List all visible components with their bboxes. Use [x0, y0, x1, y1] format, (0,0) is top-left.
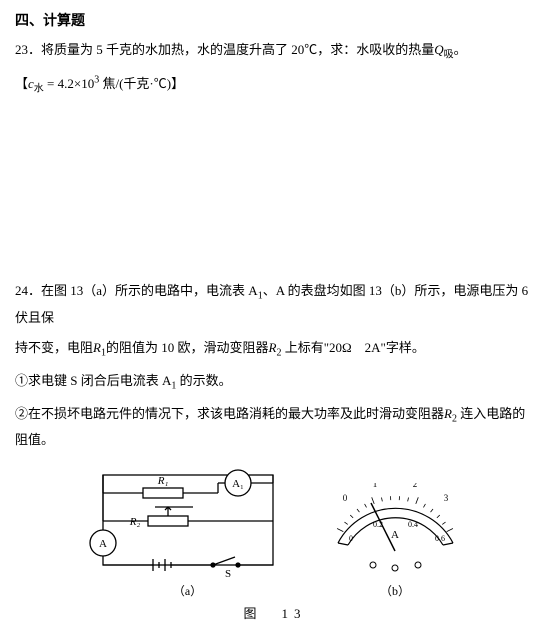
scale-bot-0: 0	[349, 534, 353, 543]
formula-line: 【c水 = 4.2×103 焦/(千克·℃)】	[15, 73, 535, 95]
figure-a-container: A₁ A R₁ R₂ S （a）	[83, 463, 293, 599]
figure-a-label: （a）	[83, 582, 293, 599]
circuit-diagram: A₁ A R₁ R₂ S	[83, 463, 293, 578]
formula-eq: = 4.2×10	[44, 76, 94, 91]
period: 。	[454, 42, 467, 57]
text: ②在不损坏电路元件的情况下，求该电路消耗的最大功率及此时滑动变阻器	[15, 406, 444, 421]
section-title: 四、计算题	[15, 10, 535, 30]
label-s: S	[224, 568, 230, 578]
problem-23: 23．将质量为 5 千克的水加热，水的温度升高了 20℃，求：水吸收的热量Q吸。	[15, 38, 535, 65]
spacer	[15, 104, 535, 279]
label-r1: R₁	[156, 475, 168, 487]
symbol-r: R	[93, 340, 101, 355]
symbol-q-sub: 吸	[444, 50, 454, 61]
problem-number: 24．	[15, 283, 41, 298]
label-a: A	[99, 538, 107, 550]
problem-24-q2: ②在不损坏电路元件的情况下，求该电路消耗的最大功率及此时滑动变阻器R2 连入电路…	[15, 402, 535, 453]
bracket-open: 【	[15, 76, 28, 91]
problem-24-line1: 24．在图 13（a）所示的电路中，电流表 A1、A 的表盘均如图 13（b）所…	[15, 279, 535, 330]
label-unit: A	[391, 529, 399, 541]
ammeter-dial: A 0 1 2 3 0 0.2 0.4 0.6	[323, 483, 468, 578]
text: 上标有"20Ω 2A"字样。	[281, 340, 424, 355]
problem-number: 23．	[15, 42, 41, 57]
scale-top-2: 2	[412, 483, 417, 489]
text: 的示数。	[176, 373, 231, 388]
scale-top-3: 3	[443, 493, 448, 503]
scale-top-1: 1	[372, 483, 377, 489]
figure-b-label: （b）	[323, 582, 468, 599]
text: ①求电键 S 闭合后电流表 A	[15, 373, 171, 388]
problem-text: 将质量为 5 千克的水加热，水的温度升高了 20℃，求：水吸收的热量	[41, 42, 434, 57]
scale-top-0: 0	[342, 493, 347, 503]
figure-area: A₁ A R₁ R₂ S （a） A 0 1 2 3 0	[15, 463, 535, 599]
figure-b-container: A 0 1 2 3 0 0.2 0.4 0.6 （b）	[323, 483, 468, 599]
label-a1: A₁	[232, 478, 244, 490]
formula-unit: 焦/(千克·℃)】	[99, 76, 184, 91]
problem-24-q1: ①求电键 S 闭合后电流表 A1 的示数。	[15, 369, 535, 396]
figure-caption: 图 13	[15, 603, 535, 622]
text: 在图 13（a）所示的电路中，电流表 A	[41, 283, 258, 298]
symbol-r: R	[444, 406, 452, 421]
text: 的阻值为 10 欧，滑动变阻器	[106, 340, 269, 355]
scale-bot-2: 0.4	[408, 520, 418, 529]
problem-24-line2: 持不变，电阻R1的阻值为 10 欧，滑动变阻器R2 上标有"20Ω 2A"字样。	[15, 336, 535, 363]
symbol-c-sub: 水	[34, 83, 44, 94]
scale-bot-1: 0.2	[373, 520, 383, 529]
text: 持不变，电阻	[15, 340, 93, 355]
symbol-q: Q	[434, 42, 443, 57]
scale-bot-3: 0.6	[435, 534, 445, 543]
label-r2: R₂	[128, 516, 140, 528]
